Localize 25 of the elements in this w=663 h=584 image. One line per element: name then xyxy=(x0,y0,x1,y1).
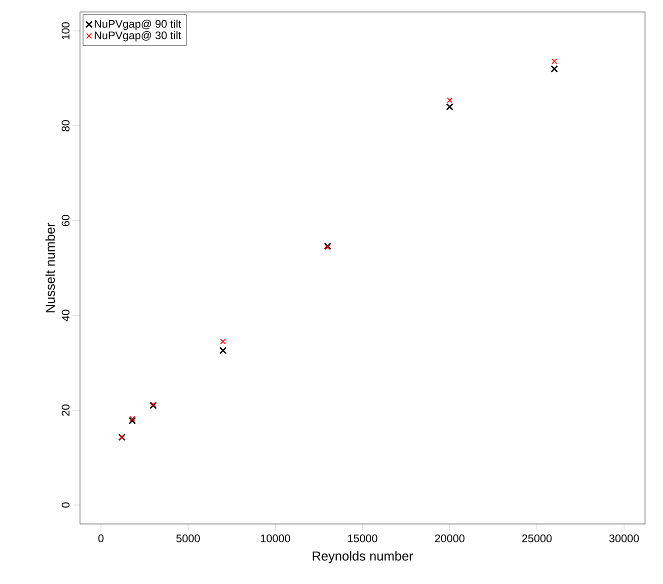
x-tick-label: 0 xyxy=(98,534,104,542)
x-tick-label: 10000 xyxy=(260,534,290,542)
x-tick-label: 20000 xyxy=(435,534,464,542)
y-axis-title: Nusselt number xyxy=(45,222,55,312)
x-tick-label: 5000 xyxy=(176,534,200,542)
y-tick-label: 80 xyxy=(62,120,70,132)
x-tick-label: 15000 xyxy=(348,534,378,542)
y-tick-label: 20 xyxy=(62,404,70,416)
x-axis-title: Reynolds number xyxy=(312,551,414,564)
x-tick-label: 25000 xyxy=(522,534,552,542)
x-tick-label: 30000 xyxy=(609,534,639,542)
point xyxy=(220,338,226,344)
point xyxy=(128,416,136,424)
y-tick-label: 60 xyxy=(62,214,70,226)
y-tick-label: 0 xyxy=(62,502,70,508)
legend-label: NuPVgap@ 30 tilt xyxy=(94,31,182,42)
point xyxy=(551,58,558,64)
point xyxy=(129,416,136,422)
y-tick-label: 40 xyxy=(62,310,70,322)
y-tick-label: 100 xyxy=(62,22,70,40)
point xyxy=(219,346,227,354)
legend-label: NuPVgap@ 90 tilt xyxy=(94,20,182,30)
point xyxy=(446,97,453,104)
point xyxy=(446,103,454,110)
point xyxy=(550,65,558,73)
